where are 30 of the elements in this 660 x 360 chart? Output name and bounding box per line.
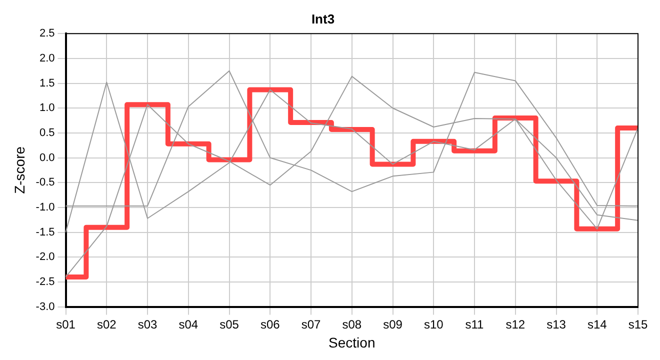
y-tick-label: -0.5 [36,176,55,189]
y-tick-label: -2.0 [36,251,55,264]
x-tick-label: s04 [178,317,198,332]
x-tick-label: s05 [220,317,240,332]
y-tick-label: -1.0 [36,201,55,214]
y-tick-label: 1.0 [39,102,55,114]
x-tick-label: s01 [56,317,76,332]
x-tick-label: s03 [138,317,158,332]
x-tick-label: s02 [96,317,117,332]
x-tick-label: s10 [424,317,444,332]
x-tick-label: s09 [383,317,403,332]
y-tick-label: 0.5 [39,126,55,139]
x-tick-label: s11 [465,317,484,332]
y-tick-label: 2.0 [39,52,55,64]
x-axis-title: Section [328,334,376,350]
y-tick-label: 2.5 [39,28,55,40]
y-tick-label: 1.5 [39,77,55,90]
chart-title: Int3 [311,11,335,26]
x-tick-label: s13 [546,317,566,332]
y-tick-label: -3.0 [36,300,55,313]
y-axis-title: Z-score [11,146,28,194]
x-tick-label: s07 [301,317,321,332]
x-tick-label: s12 [506,317,526,332]
x-tick-label: s14 [587,317,608,332]
x-tick-label: s08 [342,317,362,332]
x-tick-label: s15 [628,317,648,332]
y-tick-label: 0.0 [39,152,55,164]
y-tick-label: -1.5 [36,226,55,238]
x-tick-label: s06 [260,317,280,332]
y-tick-label: -2.5 [36,276,55,288]
